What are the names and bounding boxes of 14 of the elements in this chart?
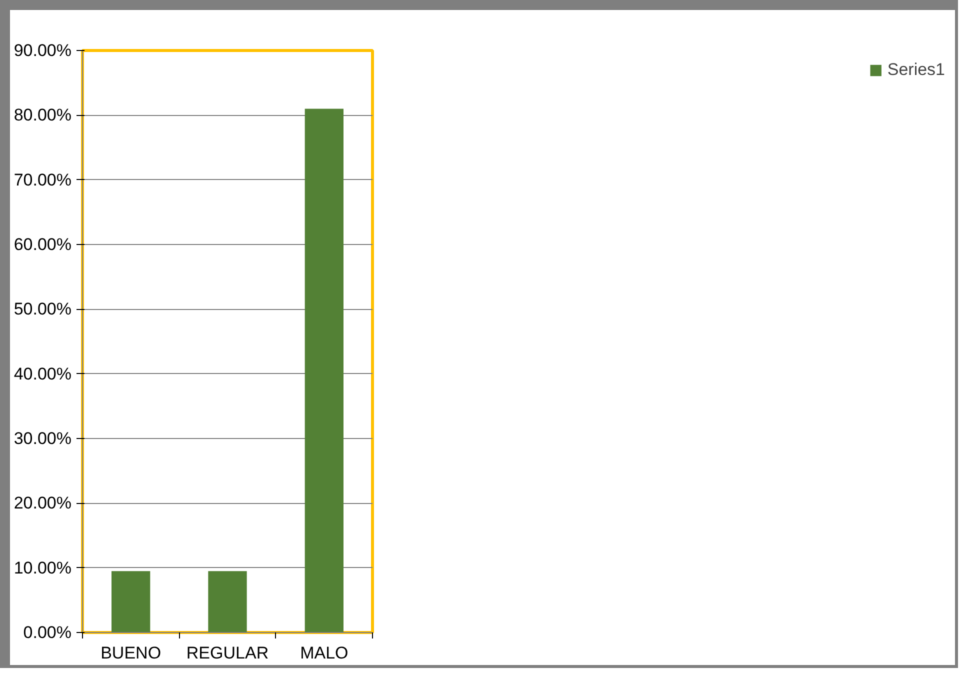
y-tick-label: 50.00% xyxy=(14,300,72,319)
x-tick-label: MALO xyxy=(300,644,348,662)
y-tick-label: 80.00% xyxy=(14,106,72,125)
y-tick-label: 20.00% xyxy=(14,494,72,513)
y-tick-label: 90.00% xyxy=(14,41,72,60)
y-tick-label: 30.00% xyxy=(14,429,72,448)
y-tick-label: 10.00% xyxy=(14,558,72,578)
x-tick-label: REGULAR xyxy=(186,644,269,662)
y-tick-label: 60.00% xyxy=(14,235,72,254)
y-tick-label: 0.00% xyxy=(23,623,72,642)
y-tick-label: 40.00% xyxy=(14,364,72,384)
x-tick-label: BUENO xyxy=(100,644,162,662)
legend-label: Series1 xyxy=(887,60,945,80)
y-tick-label: 70.00% xyxy=(14,170,72,190)
